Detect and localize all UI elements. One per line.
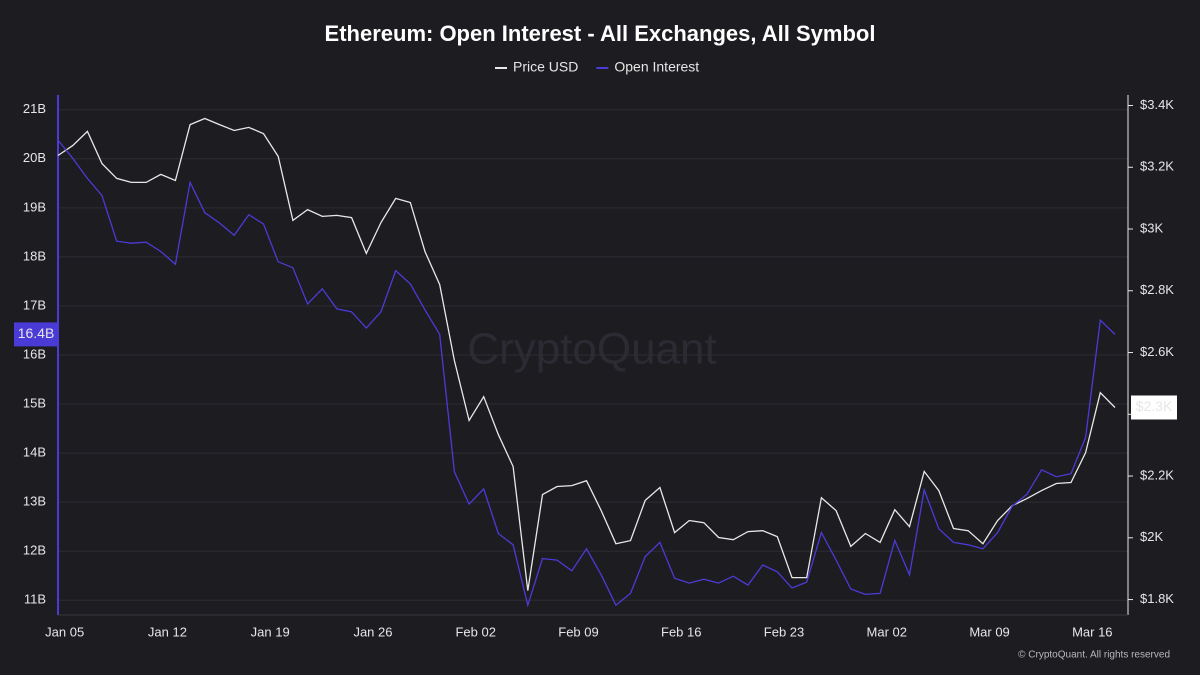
y-tick-label: 14B	[23, 445, 46, 460]
last-value-label: 16.4B	[18, 325, 55, 341]
y-tick-label: 15B	[23, 395, 46, 410]
x-tick-label: Jan 19	[251, 624, 290, 639]
chart-title: Ethereum: Open Interest - All Exchanges,…	[325, 21, 876, 46]
x-tick-label: Mar 02	[867, 624, 907, 639]
y2-tick-label: $3.4K	[1140, 97, 1174, 112]
x-tick-label: Jan 26	[353, 624, 392, 639]
y-tick-label: 21B	[23, 101, 46, 116]
y-tick-label: 17B	[23, 297, 46, 312]
y2-tick-label: $3K	[1140, 220, 1163, 235]
x-tick-label: Jan 12	[148, 624, 187, 639]
y-tick-label: 18B	[23, 248, 46, 263]
y2-tick-label: $2K	[1140, 529, 1163, 544]
series-line	[57, 139, 1116, 608]
y2-tick-label: $2.6K	[1140, 344, 1174, 359]
watermark: CryptoQuant	[467, 325, 716, 374]
y-tick-label: 19B	[23, 199, 46, 214]
last-value-badge	[1131, 395, 1177, 420]
x-tick-label: Mar 09	[969, 624, 1009, 639]
y-tick-label: 20B	[23, 150, 46, 165]
y-tick-label: 12B	[23, 543, 46, 558]
y2-tick-label: $2.8K	[1140, 282, 1174, 297]
x-tick-label: Feb 23	[764, 624, 804, 639]
y2-tick-label: $3.2K	[1140, 159, 1174, 174]
series-line	[57, 117, 1116, 591]
y-tick-label: 11B	[24, 592, 46, 607]
legend-label: Open Interest	[614, 59, 699, 75]
y2-tick-label: $2.2K	[1140, 467, 1174, 482]
last-value-label: $2.3K	[1136, 398, 1173, 414]
x-tick-label: Feb 09	[558, 624, 598, 639]
footer: © CryptoQuant. All rights reserved	[1018, 650, 1170, 661]
y2-tick-label: $1.8K	[1140, 591, 1174, 606]
y-tick-label: 13B	[23, 494, 46, 509]
x-tick-label: Mar 16	[1072, 624, 1112, 639]
x-tick-label: Feb 16	[661, 624, 701, 639]
y-tick-label: 16B	[23, 346, 46, 361]
last-value-badge	[14, 322, 58, 347]
x-tick-label: Feb 02	[455, 624, 495, 639]
x-tick-label: Jan 05	[45, 624, 84, 639]
legend: Price USD Open Interest	[495, 59, 699, 75]
legend-label: Price USD	[513, 59, 578, 75]
